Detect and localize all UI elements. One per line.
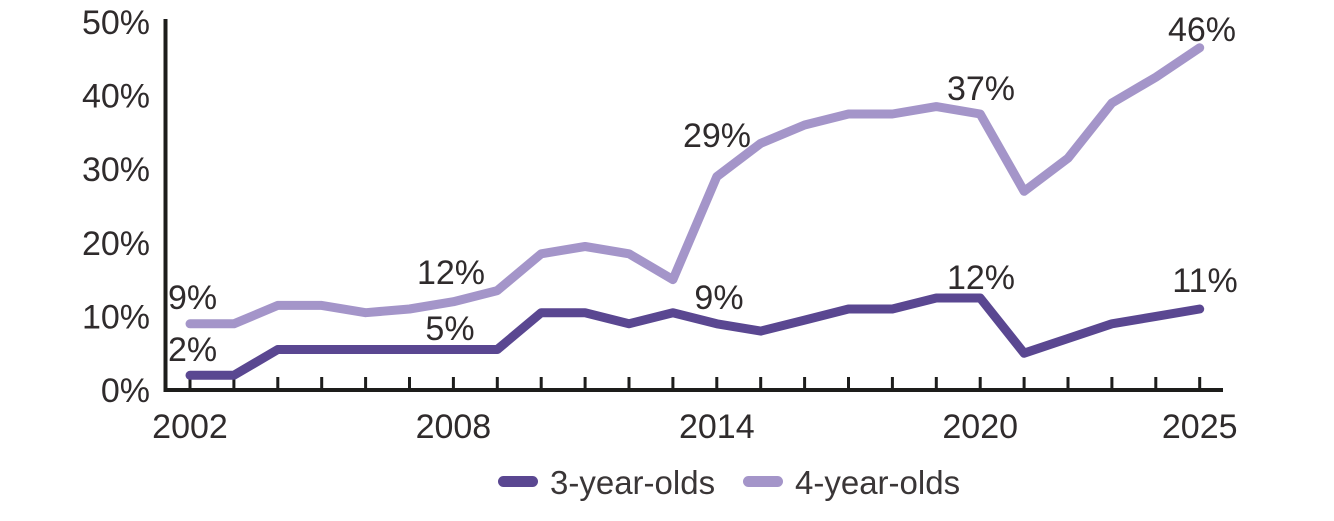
y-axis-tick-label: 30% [82,151,150,189]
data-label-4-year-olds-2002: 9% [168,279,217,317]
data-label-4-year-olds-2008: 12% [417,254,485,292]
series-line-4-year-olds [185,43,1205,329]
data-label-3-year-olds-2008: 5% [425,310,474,348]
legend: 3-year-olds 4-year-olds [498,464,960,501]
legend-swatch-3-year-olds [498,476,538,487]
x-axis-labels: 2002 2008 2014 2020 2025 [152,408,1237,446]
y-axis-tick-label: 40% [82,78,150,116]
legend-label-3-year-olds: 3-year-olds [550,464,715,501]
data-label-4-year-olds-2014: 29% [683,117,751,155]
series-line-3-year-olds [185,293,1205,380]
y-axis-labels: 0% 10% 20% 30% 40% 50% [82,4,150,410]
series-lines [185,43,1205,380]
data-label-3-year-olds-2014: 9% [694,279,743,317]
x-axis-tick-label: 2025 [1162,408,1238,446]
data-label-4-year-olds-2020: 37% [947,70,1015,108]
x-axis-tick-label: 2008 [416,408,492,446]
data-labels: 9% 2% 12% 5% 29% 9% 37% 12% 46% 11% [168,11,1238,369]
x-axis-ticks [188,377,1202,388]
data-label-4-year-olds-2025: 46% [1168,11,1236,49]
x-axis-tick-label: 2020 [942,408,1018,446]
x-axis-tick-label: 2002 [152,408,228,446]
x-axis-tick-label: 2014 [679,408,755,446]
legend-label-4-year-olds: 4-year-olds [795,464,960,501]
y-axis-tick-label: 10% [82,298,150,336]
data-label-3-year-olds-2002: 2% [168,331,217,369]
legend-swatch-4-year-olds [743,476,783,487]
y-axis-tick-label: 50% [82,4,150,42]
y-axis-tick-label: 20% [82,225,150,263]
data-label-3-year-olds-2025: 11% [1172,262,1238,300]
data-label-3-year-olds-2020: 12% [947,259,1015,297]
y-axis-tick-label: 0% [101,372,150,410]
